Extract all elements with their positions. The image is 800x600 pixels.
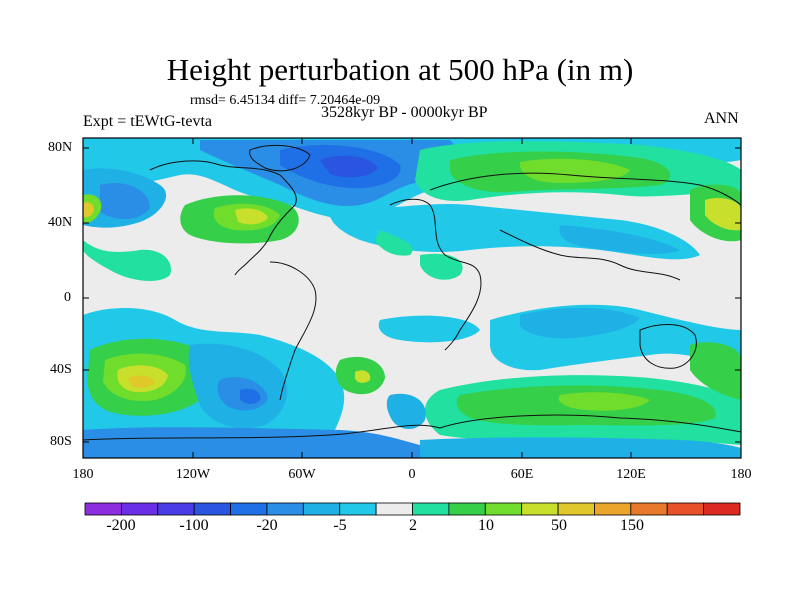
colorbar-swatch <box>302 502 341 516</box>
colorbar <box>84 502 741 516</box>
coast-eurasia <box>429 172 741 206</box>
lon-label-120w: 120W <box>175 467 211 482</box>
period-label: 3528kyr BP - 0000kyr BP <box>321 104 488 121</box>
stats-line: rmsd= 6.45134 diff= 7.20464e-09 <box>190 93 381 108</box>
colorbar-swatch <box>484 502 523 516</box>
field-pacific-blue <box>100 182 150 220</box>
coast-antarctica <box>83 414 741 441</box>
coastlines <box>83 145 741 441</box>
height-field <box>83 138 741 458</box>
field-southcenter-blue <box>386 393 426 429</box>
colorbar-swatch <box>339 502 377 516</box>
field-arctic-deep <box>320 155 378 178</box>
colorbar-label: 150 <box>620 517 644 534</box>
field-southpac-orange <box>128 375 155 388</box>
colorbar-swatch <box>266 502 304 516</box>
map-frame <box>82 137 742 459</box>
colorbar-swatch <box>157 502 195 516</box>
colorbar-swatch <box>375 502 413 516</box>
field-mid-green <box>375 230 413 256</box>
colorbar-swatch <box>703 502 741 516</box>
field-southind-yellow <box>558 392 650 411</box>
lat-label-80s: 80S <box>50 434 72 449</box>
lon-label-120e: 120E <box>616 467 646 482</box>
colorbar-swatch <box>120 502 159 516</box>
coast-australia <box>639 324 697 369</box>
lon-label-60e: 60E <box>510 467 534 482</box>
colorbar-swatch <box>557 502 595 516</box>
field-mid-blue <box>559 225 680 254</box>
field-tropic-green-2 <box>420 253 463 280</box>
colorbar-swatch <box>193 502 231 516</box>
lat-label-40n: 40N <box>48 215 73 230</box>
lon-label-0: 0 <box>408 467 416 482</box>
colorbar-label: -20 <box>256 517 278 534</box>
colorbar-swatch <box>84 502 122 516</box>
lon-label-180e: 180 <box>730 467 752 482</box>
colorbar-label: -100 <box>179 517 209 534</box>
field-east-lime <box>705 198 741 231</box>
tick-marks <box>83 138 741 458</box>
coast-north-america <box>149 160 297 276</box>
field-atlantic-yellow <box>235 208 268 225</box>
lat-label-40s: 40S <box>50 362 72 377</box>
experiment-label: Expt = tEWtG-tevta <box>83 113 212 130</box>
colorbar-swatch <box>666 502 705 516</box>
season-label: ANN <box>704 110 739 127</box>
coast-greenland <box>249 145 311 172</box>
field-south-blue <box>520 307 640 339</box>
colorbar-label: 2 <box>409 517 417 534</box>
field-antarctic-east <box>420 437 741 458</box>
colorbar-swatch <box>448 502 486 516</box>
lon-label-60w: 60W <box>288 467 316 482</box>
lat-label-80n: 80N <box>48 140 73 155</box>
colorbar-label: -5 <box>333 517 347 534</box>
colorbar-label: -200 <box>106 517 136 534</box>
field-southneg-deep <box>240 388 261 405</box>
coast-asia-south <box>499 229 681 281</box>
colorbar-swatch <box>230 502 268 516</box>
colorbar-swatch <box>521 502 559 516</box>
colorbar-swatch <box>630 502 668 516</box>
coast-south-america <box>269 261 317 401</box>
field-eurasia-yellow <box>519 158 630 183</box>
field-tropic-green <box>83 240 171 282</box>
field-southatl-yellow <box>355 370 371 383</box>
colorbar-label: 10 <box>478 517 494 534</box>
lon-label-180w: 180 <box>72 467 94 482</box>
colorbar-label: 50 <box>551 517 567 534</box>
field-east-southern-green <box>690 342 741 400</box>
coast-africa-europe <box>389 198 482 351</box>
field-south-cyan-2 <box>378 315 480 343</box>
map-title: Height perturbation at 500 hPa (in m) <box>166 52 634 87</box>
colorbar-swatch <box>594 502 632 516</box>
lat-label-eq: 0 <box>64 290 71 305</box>
field-west-orange <box>83 202 94 218</box>
colorbar-swatch <box>412 502 450 516</box>
